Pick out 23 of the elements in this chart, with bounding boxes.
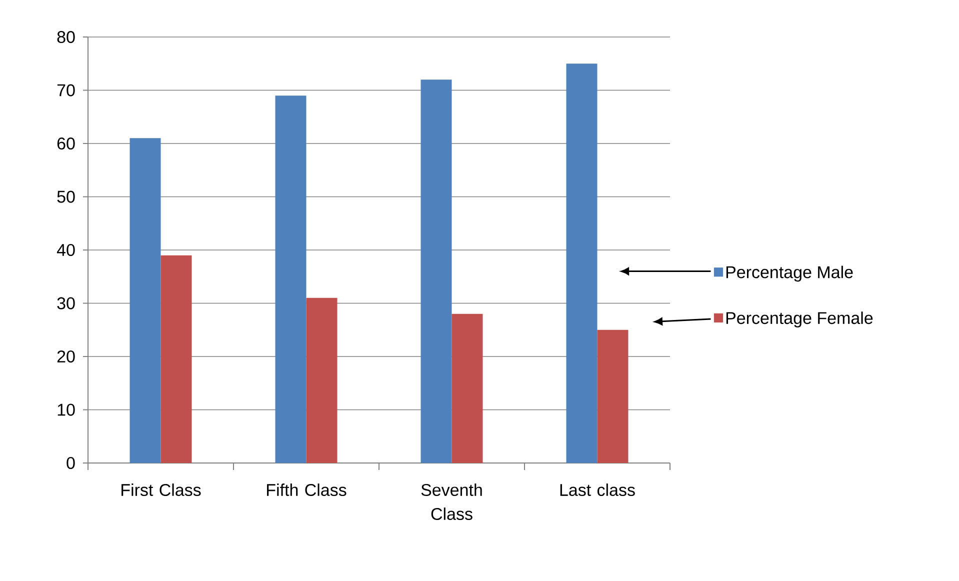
x-tick-label: Last class bbox=[560, 484, 635, 496]
bar bbox=[420, 80, 452, 463]
y-tick-label: 20 bbox=[57, 350, 75, 363]
bar bbox=[160, 255, 192, 463]
bar bbox=[275, 96, 306, 463]
x-tick-label: Seventh Class bbox=[421, 484, 482, 520]
y-tick-label: 30 bbox=[57, 297, 75, 310]
y-tick-label: 40 bbox=[56, 244, 75, 256]
bar bbox=[597, 330, 628, 463]
legend-label: Percentage Female bbox=[726, 312, 873, 328]
x-tick-label: First Class bbox=[122, 484, 201, 496]
legend-label: Percentage Male bbox=[726, 266, 853, 282]
y-tick-label: 80 bbox=[57, 30, 75, 44]
bar bbox=[306, 298, 338, 463]
y-tick-label: 50 bbox=[57, 190, 75, 203]
y-tick-label: 70 bbox=[57, 84, 75, 96]
bar bbox=[130, 138, 161, 463]
y-tick-label: 60 bbox=[57, 137, 75, 150]
bar bbox=[452, 314, 483, 463]
y-tick-label: 0 bbox=[66, 456, 75, 470]
x-tick-label: Fifth Class bbox=[267, 484, 346, 496]
bar bbox=[566, 64, 598, 463]
y-tick-label: 10 bbox=[58, 404, 75, 416]
